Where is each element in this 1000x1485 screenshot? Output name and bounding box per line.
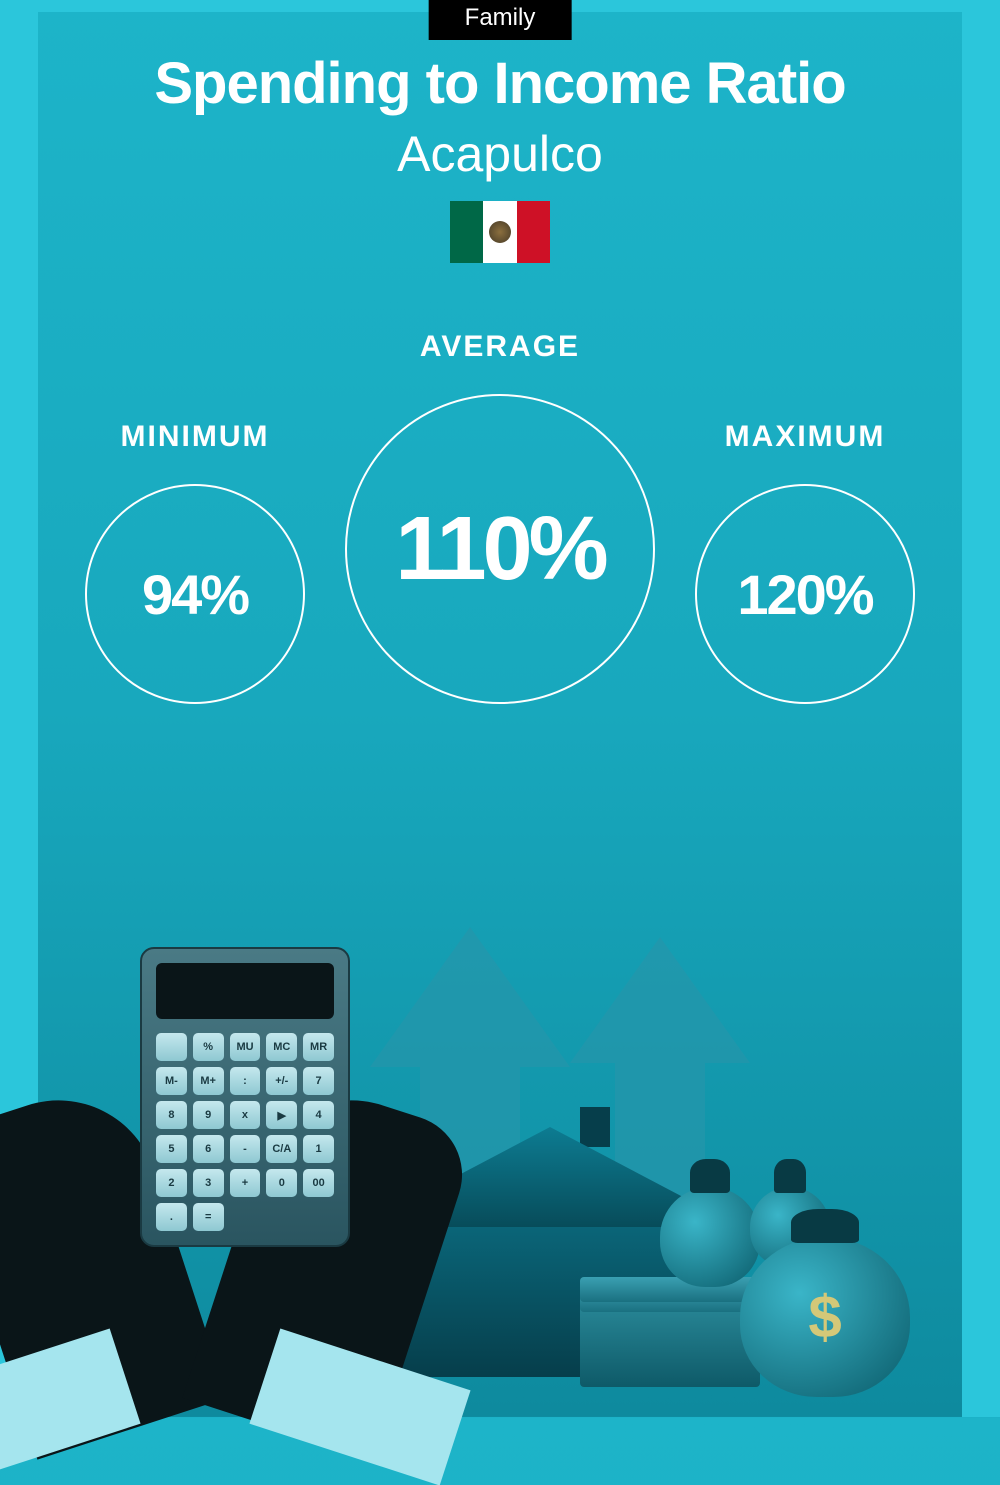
calc-key: +/- bbox=[266, 1067, 297, 1095]
max-circle: 120% bbox=[695, 484, 915, 704]
cash-stack-icon bbox=[580, 1297, 760, 1387]
calc-key: 2 bbox=[156, 1169, 187, 1197]
stats-row: MINIMUM 94% AVERAGE 110% MAXIMUM 120% bbox=[0, 330, 1000, 704]
min-stat: MINIMUM 94% bbox=[85, 420, 305, 704]
calc-key: % bbox=[193, 1033, 224, 1061]
max-stat: MAXIMUM 120% bbox=[695, 420, 915, 704]
calc-key: MU bbox=[230, 1033, 261, 1061]
calc-key: M+ bbox=[193, 1067, 224, 1095]
hands-icon: %MUMCMR M-M+:+/-7 89x▶4 56-C/A1 23+000.= bbox=[20, 897, 440, 1437]
avg-circle: 110% bbox=[345, 394, 655, 704]
calc-key bbox=[156, 1033, 187, 1061]
calc-key: M- bbox=[156, 1067, 187, 1095]
calc-key: C/A bbox=[266, 1135, 297, 1163]
calc-key: 5 bbox=[156, 1135, 187, 1163]
calc-key: 7 bbox=[303, 1067, 334, 1095]
calc-key: ▶ bbox=[266, 1101, 297, 1129]
calc-key: . bbox=[156, 1203, 187, 1231]
calc-key: x bbox=[230, 1101, 261, 1129]
calc-key: - bbox=[230, 1135, 261, 1163]
dollar-sign-icon: $ bbox=[808, 1283, 841, 1352]
page-title: Spending to Income Ratio bbox=[0, 50, 1000, 117]
calc-key: 3 bbox=[193, 1169, 224, 1197]
calc-key: + bbox=[230, 1169, 261, 1197]
calc-key: = bbox=[193, 1203, 224, 1231]
calc-key: 1 bbox=[303, 1135, 334, 1163]
mexico-flag-icon bbox=[450, 201, 550, 263]
avg-label: AVERAGE bbox=[345, 330, 655, 364]
max-label: MAXIMUM bbox=[695, 420, 915, 454]
avg-value: 110% bbox=[395, 498, 604, 601]
calc-key: 8 bbox=[156, 1101, 187, 1129]
city-name: Acapulco bbox=[0, 125, 1000, 183]
calc-key: MR bbox=[303, 1033, 334, 1061]
illustration: $ %MUMCMR M-M+:+/-7 89x▶4 56-C/A1 23+000.= bbox=[0, 857, 1000, 1417]
money-bag-icon bbox=[660, 1187, 760, 1287]
avg-stat: AVERAGE 110% bbox=[345, 330, 655, 704]
calc-key: 00 bbox=[303, 1169, 334, 1197]
min-circle: 94% bbox=[85, 484, 305, 704]
calc-key: 4 bbox=[303, 1101, 334, 1129]
header: Spending to Income Ratio Acapulco bbox=[0, 0, 1000, 268]
calc-key: 0 bbox=[266, 1169, 297, 1197]
calc-key: : bbox=[230, 1067, 261, 1095]
calc-key: 9 bbox=[193, 1101, 224, 1129]
money-bag-icon: $ bbox=[740, 1237, 910, 1397]
calculator-icon: %MUMCMR M-M+:+/-7 89x▶4 56-C/A1 23+000.= bbox=[140, 947, 350, 1247]
calc-key: 6 bbox=[193, 1135, 224, 1163]
calc-key: MC bbox=[266, 1033, 297, 1061]
category-tag: Family bbox=[429, 0, 572, 40]
min-label: MINIMUM bbox=[85, 420, 305, 454]
min-value: 94% bbox=[142, 562, 248, 627]
max-value: 120% bbox=[737, 562, 872, 627]
